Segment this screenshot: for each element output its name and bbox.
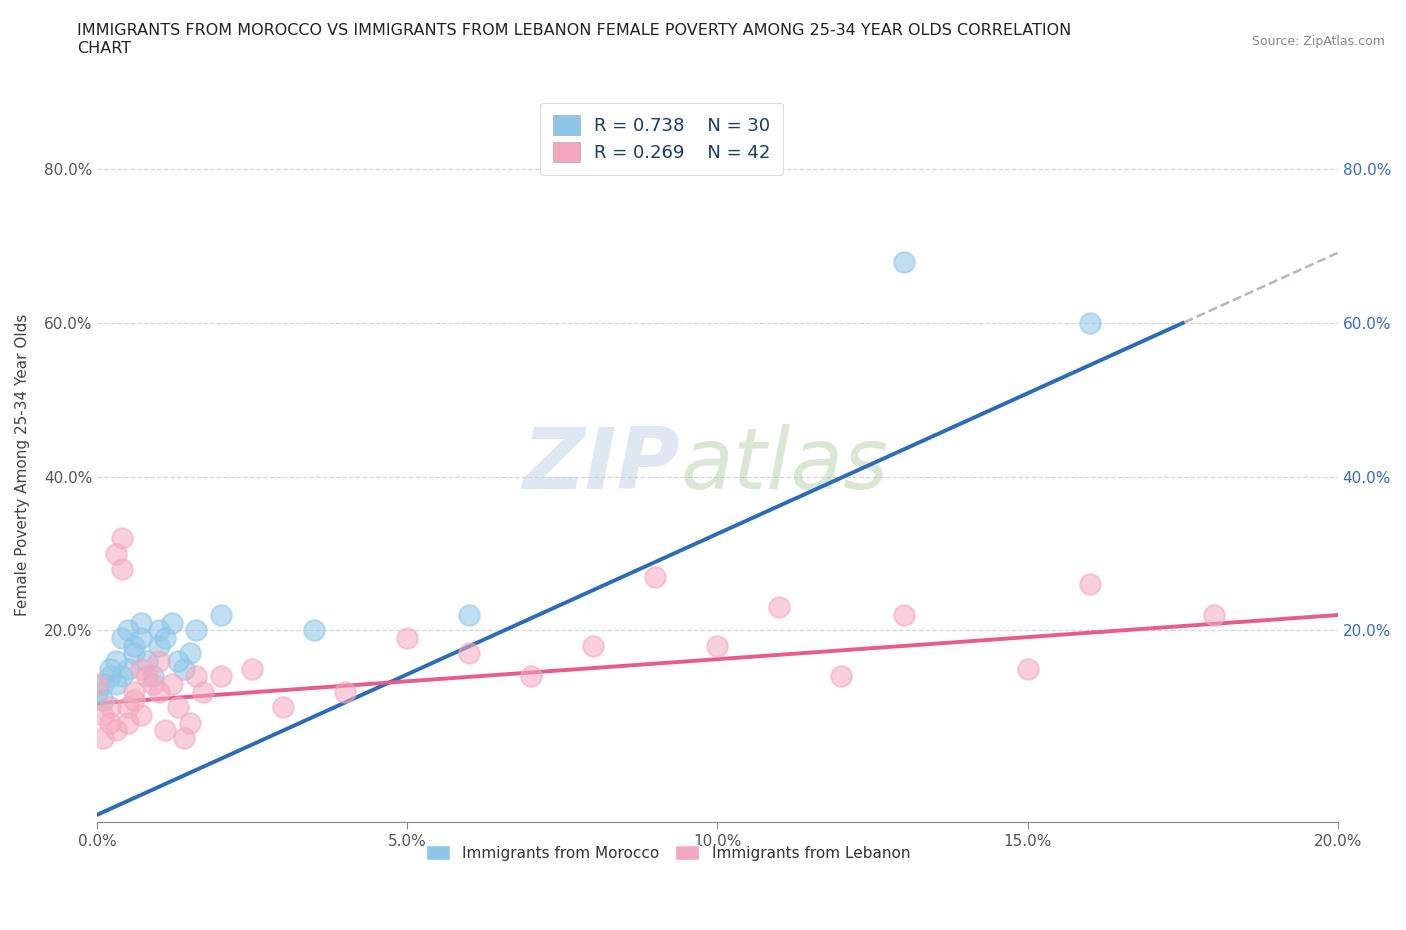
Point	[98, 669, 121, 684]
Point	[155, 631, 177, 645]
Text: atlas: atlas	[681, 424, 889, 507]
Point	[173, 730, 195, 745]
Point	[117, 661, 139, 676]
Point	[191, 684, 214, 699]
Point	[186, 623, 208, 638]
Text: IMMIGRANTS FROM MOROCCO VS IMMIGRANTS FROM LEBANON FEMALE POVERTY AMONG 25-34 YE: IMMIGRANTS FROM MOROCCO VS IMMIGRANTS FR…	[77, 23, 1071, 56]
Point	[1017, 661, 1039, 676]
Point	[111, 562, 134, 577]
Point	[117, 699, 139, 714]
Point	[706, 638, 728, 653]
Point	[768, 600, 790, 615]
Point	[111, 531, 134, 546]
Point	[148, 654, 170, 669]
Point	[142, 669, 165, 684]
Text: ZIP: ZIP	[523, 424, 681, 507]
Point	[129, 616, 152, 631]
Point	[104, 723, 127, 737]
Text: Source: ZipAtlas.com: Source: ZipAtlas.com	[1251, 35, 1385, 48]
Point	[271, 699, 294, 714]
Point	[124, 646, 146, 661]
Point	[155, 723, 177, 737]
Point	[160, 677, 183, 692]
Point	[111, 669, 134, 684]
Point	[124, 684, 146, 699]
Point	[209, 669, 232, 684]
Point	[335, 684, 357, 699]
Point	[186, 669, 208, 684]
Point	[173, 661, 195, 676]
Point	[129, 708, 152, 723]
Point	[396, 631, 419, 645]
Point	[129, 661, 152, 676]
Point	[148, 638, 170, 653]
Point	[93, 692, 115, 707]
Point	[148, 623, 170, 638]
Point	[93, 708, 115, 723]
Point	[93, 730, 115, 745]
Point	[98, 699, 121, 714]
Point	[209, 607, 232, 622]
Point	[86, 677, 108, 692]
Point	[129, 631, 152, 645]
Point	[117, 715, 139, 730]
Point	[142, 677, 165, 692]
Point	[458, 607, 481, 622]
Point	[893, 254, 915, 269]
Point	[304, 623, 326, 638]
Point	[520, 669, 543, 684]
Point	[458, 646, 481, 661]
Point	[167, 654, 190, 669]
Point	[104, 677, 127, 692]
Point	[179, 646, 201, 661]
Point	[124, 638, 146, 653]
Point	[98, 715, 121, 730]
Point	[893, 607, 915, 622]
Point	[1078, 577, 1101, 591]
Point	[240, 661, 263, 676]
Point	[167, 699, 190, 714]
Point	[135, 654, 157, 669]
Point	[160, 616, 183, 631]
Point	[148, 684, 170, 699]
Point	[124, 692, 146, 707]
Point	[830, 669, 852, 684]
Point	[582, 638, 605, 653]
Point	[179, 715, 201, 730]
Y-axis label: Female Poverty Among 25-34 Year Olds: Female Poverty Among 25-34 Year Olds	[15, 314, 30, 617]
Point	[1202, 607, 1225, 622]
Point	[1078, 315, 1101, 330]
Point	[86, 684, 108, 699]
Point	[135, 669, 157, 684]
Point	[98, 661, 121, 676]
Point	[104, 546, 127, 561]
Point	[111, 631, 134, 645]
Legend: Immigrants from Morocco, Immigrants from Lebanon: Immigrants from Morocco, Immigrants from…	[418, 837, 918, 869]
Point	[93, 677, 115, 692]
Point	[117, 623, 139, 638]
Point	[104, 654, 127, 669]
Point	[644, 569, 666, 584]
